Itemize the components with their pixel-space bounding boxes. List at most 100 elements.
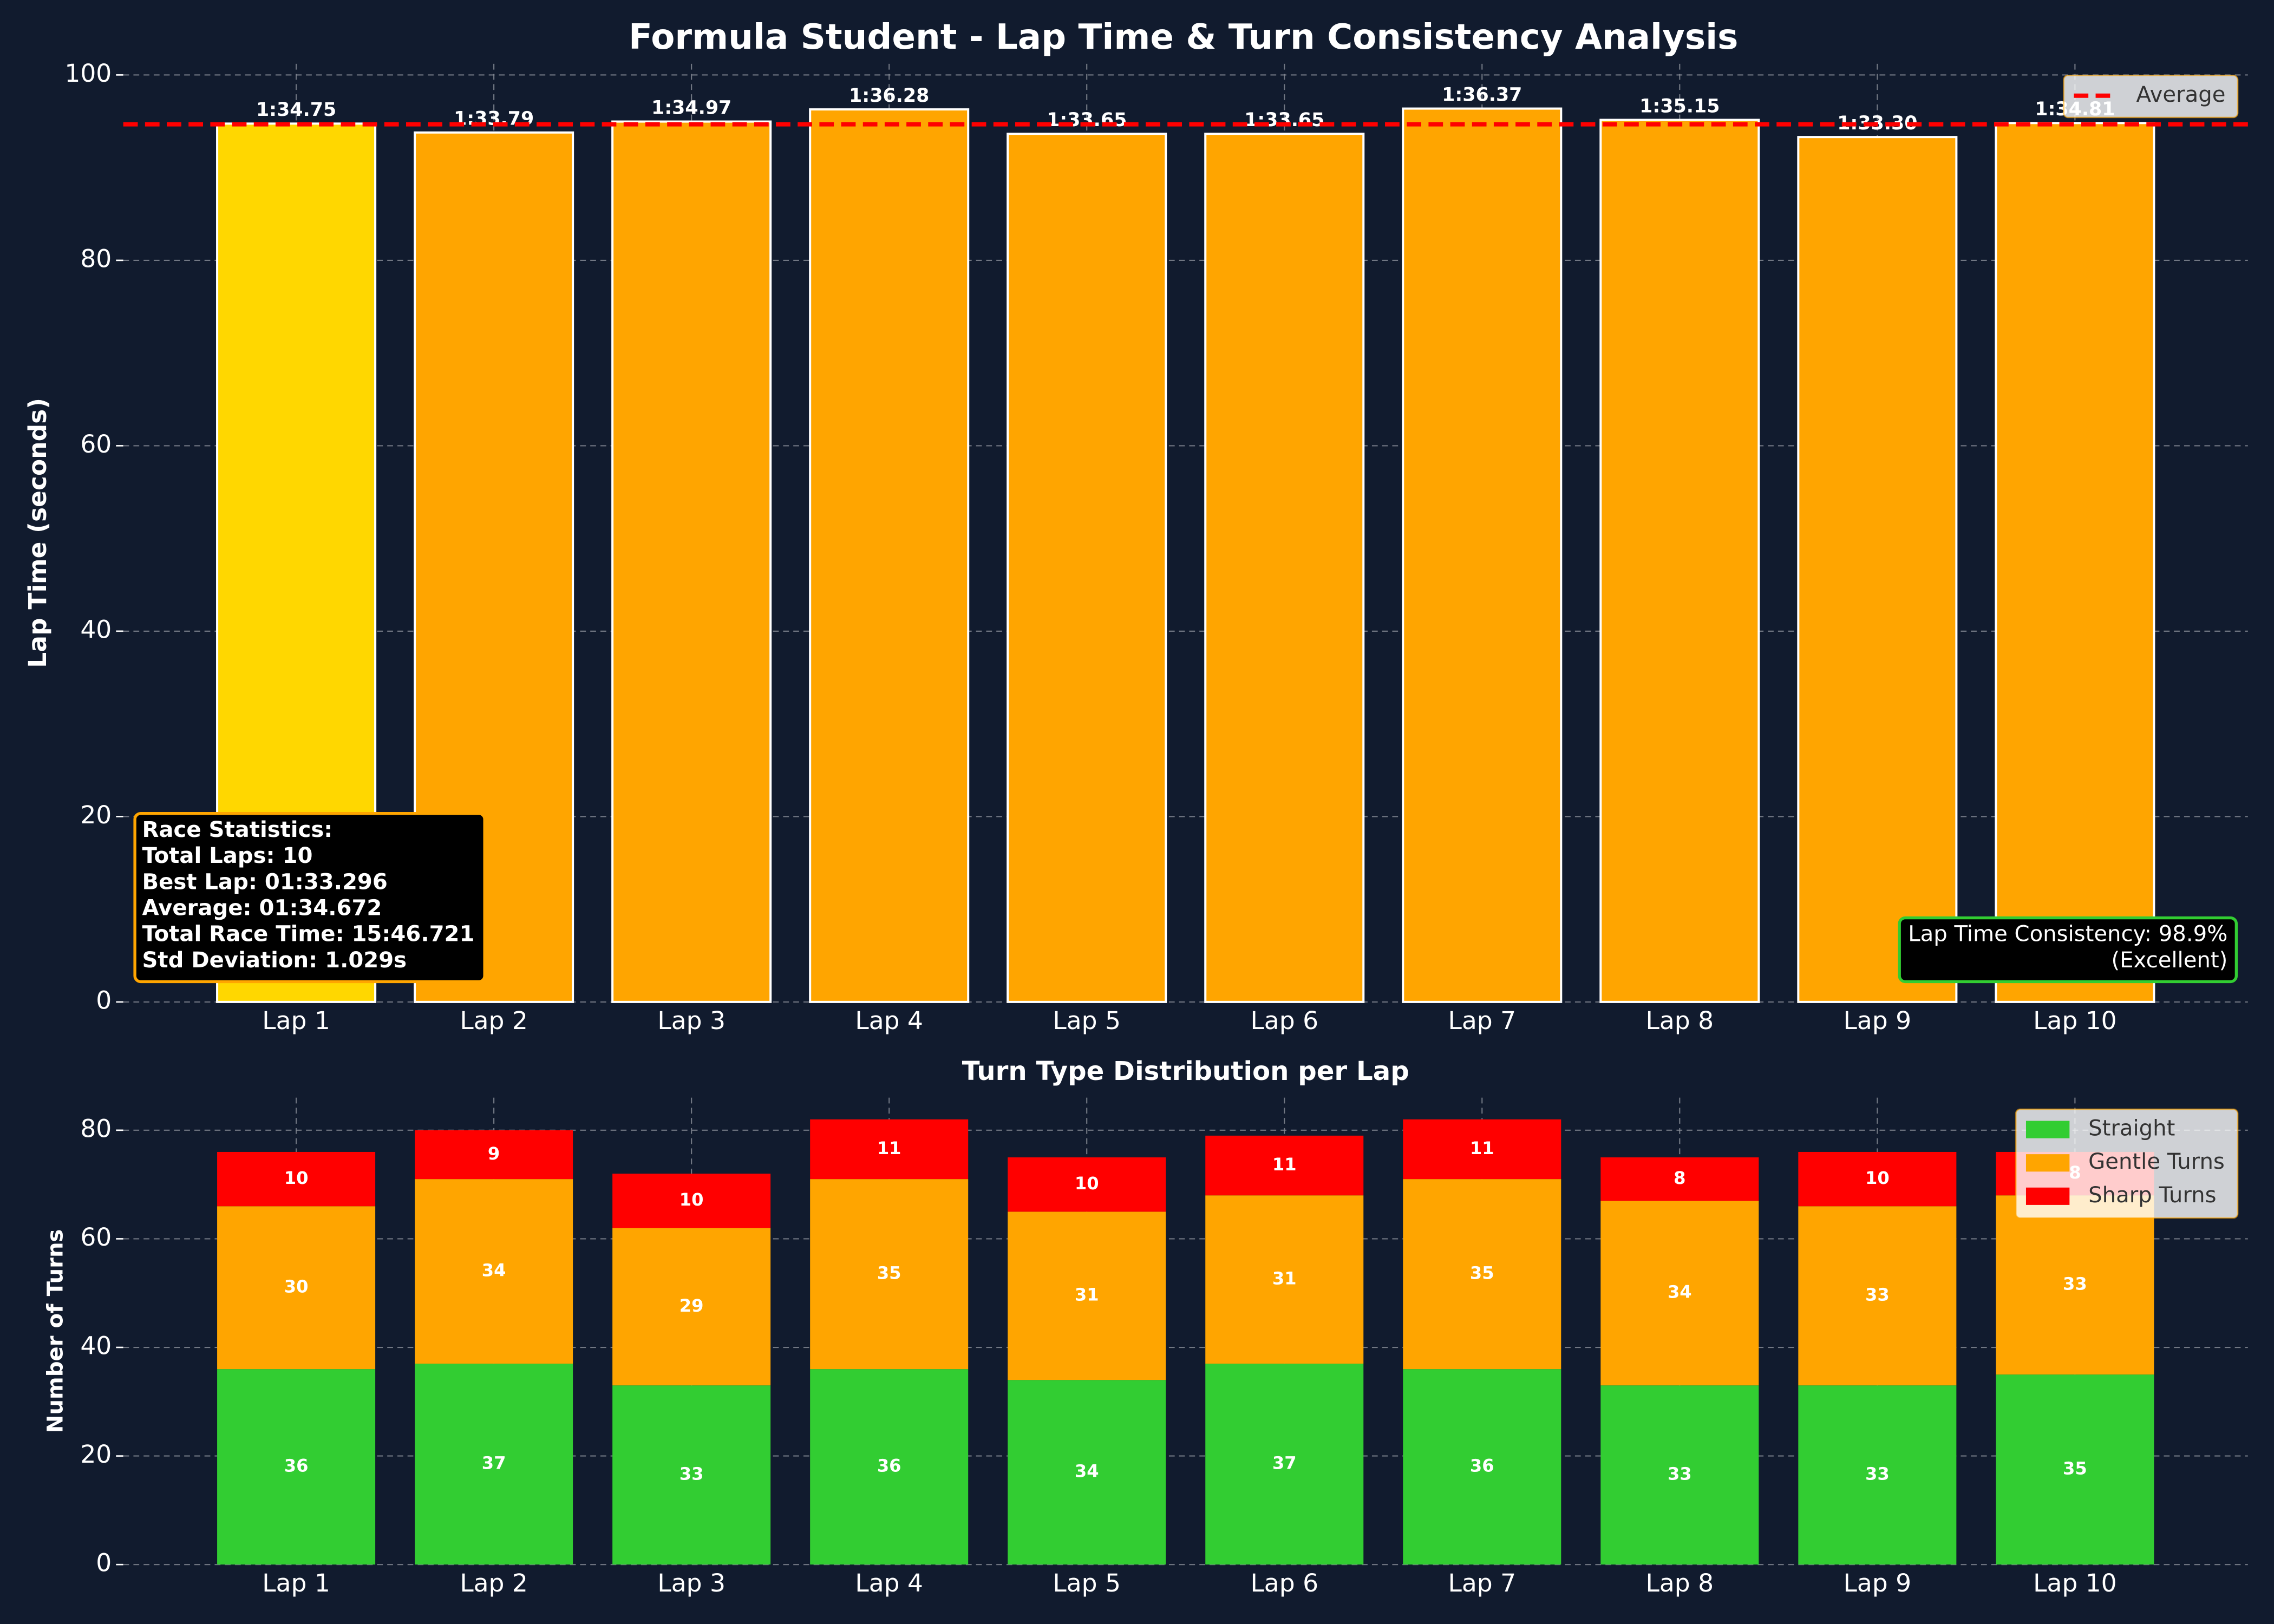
value-label: 31 — [1075, 1285, 1099, 1305]
value-label: 37 — [482, 1453, 506, 1474]
bar-segment — [1008, 1212, 1166, 1380]
annotation-line: Average: 01:34.672 — [142, 895, 382, 920]
annotation-box — [1898, 916, 2238, 984]
value-label: 36 — [1470, 1456, 1494, 1476]
bar — [611, 120, 772, 1003]
value-label: 34 — [1668, 1282, 1692, 1302]
annotation-line: Std Deviation: 1.029s — [142, 948, 407, 973]
value-label: 9 — [488, 1143, 500, 1164]
chart-title: Turn Type Distribution per Lap — [962, 1056, 1409, 1086]
value-label: 30 — [284, 1276, 309, 1297]
annotation-line: Best Lap: 01:33.296 — [142, 869, 388, 894]
y-tick-label: 20 — [80, 801, 112, 829]
bar-segment — [1205, 1135, 1364, 1196]
bar-segment — [1600, 1201, 1759, 1386]
value-label: 35 — [2063, 1458, 2087, 1479]
bar-segment — [217, 1151, 376, 1207]
legend-swatch — [2025, 1187, 2070, 1205]
annotation-line: Lap Time Consistency: 98.9% — [1908, 922, 2227, 947]
x-tick-label: Lap 4 — [855, 1006, 923, 1035]
value-label: 33 — [1865, 1285, 1890, 1305]
bar-segment — [1008, 1157, 1166, 1212]
value-label: 10 — [1075, 1173, 1099, 1194]
x-tick-label: Lap 6 — [1250, 1006, 1318, 1035]
value-label: 1:33.65 — [1047, 109, 1127, 131]
y-tick-label: 20 — [80, 1440, 112, 1469]
bar — [1204, 133, 1365, 1003]
value-label: 35 — [877, 1263, 901, 1284]
y-tick-label: 80 — [80, 244, 112, 273]
bar — [1797, 136, 1958, 1003]
legend-label: Sharp Turns — [2088, 1183, 2216, 1208]
value-label: 35 — [1470, 1263, 1494, 1284]
value-label: 1:33.65 — [1244, 109, 1324, 131]
x-tick-label: Lap 10 — [2033, 1006, 2117, 1035]
value-label: 34 — [1075, 1461, 1099, 1482]
bar — [1995, 122, 2155, 1003]
y-tick-label: 60 — [80, 430, 112, 459]
x-tick-label: Lap 2 — [460, 1006, 528, 1035]
value-label: 1:34.97 — [651, 97, 731, 119]
annotation-line: (Excellent) — [2112, 948, 2228, 973]
x-tick-label: Lap 3 — [657, 1006, 726, 1035]
legend-box — [2063, 74, 2239, 119]
value-label: 10 — [679, 1189, 704, 1210]
legend-swatch — [2025, 1154, 2070, 1172]
value-label: 10 — [1865, 1168, 1890, 1188]
bar-segment — [1403, 1119, 1561, 1180]
bar-segment — [810, 1369, 969, 1565]
bar — [1599, 119, 1760, 1003]
value-label: 34 — [482, 1260, 506, 1281]
bar-segment — [1798, 1151, 1957, 1207]
bar-segment — [612, 1228, 771, 1386]
y-tick-label: 80 — [80, 1114, 112, 1143]
value-label: 36 — [877, 1456, 901, 1476]
x-tick-label: Lap 7 — [1448, 1569, 1516, 1597]
y-tick-label: 40 — [80, 1332, 112, 1360]
bar-segment — [810, 1119, 969, 1180]
value-label: 1:36.37 — [1442, 84, 1522, 106]
annotation-line: Race Statistics: — [142, 817, 333, 842]
value-label: 8 — [1674, 1168, 1685, 1188]
y-tick-label: 40 — [80, 615, 112, 644]
y-tick-label: 0 — [96, 986, 112, 1014]
x-tick-label: Lap 8 — [1646, 1006, 1714, 1035]
x-tick-label: Lap 8 — [1646, 1569, 1714, 1597]
bar-segment — [415, 1364, 573, 1565]
x-tick-label: Lap 5 — [1053, 1569, 1121, 1597]
x-tick-label: Lap 7 — [1448, 1006, 1516, 1035]
bar-segment — [1205, 1364, 1364, 1565]
y-tick-label: 0 — [96, 1549, 112, 1577]
value-label: 33 — [2063, 1274, 2087, 1294]
bar-segment — [415, 1130, 573, 1180]
legend-box — [2015, 1108, 2239, 1219]
annotation: Lap Time Consistency: 98.9%(Excellent) — [1898, 916, 2238, 984]
bar-segment — [612, 1385, 771, 1565]
legend-label: Gentle Turns — [2088, 1149, 2225, 1174]
legend-label: Average — [2136, 82, 2226, 107]
x-tick-label: Lap 10 — [2033, 1569, 2117, 1597]
x-tick-label: Lap 3 — [657, 1569, 726, 1597]
bar-segment — [810, 1179, 969, 1370]
value-label: 31 — [1272, 1268, 1297, 1289]
value-label: 33 — [1668, 1464, 1692, 1484]
x-tick-label: Lap 9 — [1844, 1006, 1912, 1035]
bar-segment — [1996, 1374, 2154, 1565]
y-axis-label: Number of Turns — [43, 1229, 68, 1433]
bar — [809, 108, 970, 1003]
y-tick-label: 100 — [64, 59, 112, 88]
value-label: 11 — [1272, 1154, 1297, 1175]
x-tick-label: Lap 2 — [460, 1569, 528, 1597]
annotation-line: Total Laps: 10 — [142, 843, 313, 868]
x-tick-label: Lap 1 — [262, 1569, 330, 1597]
bar — [1007, 133, 1167, 1003]
bar-segment — [1008, 1380, 1166, 1565]
value-label: 11 — [1470, 1138, 1494, 1158]
bar-segment — [1403, 1369, 1561, 1565]
bar-segment — [612, 1174, 771, 1228]
legend-label: Straight — [2088, 1116, 2175, 1141]
value-label: 33 — [679, 1464, 704, 1484]
bar — [1402, 107, 1563, 1003]
annotation-line: Total Race Time: 15:46.721 — [142, 922, 475, 947]
